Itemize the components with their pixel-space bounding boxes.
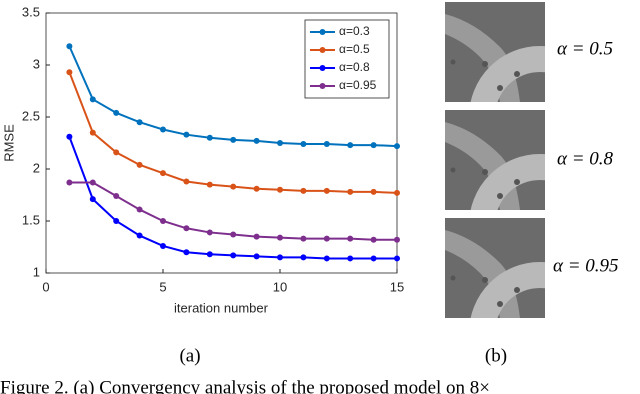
data-point bbox=[136, 206, 143, 213]
data-point bbox=[160, 170, 166, 177]
data-point bbox=[206, 229, 213, 236]
axes-box bbox=[45, 12, 398, 274]
panel-label: (b) bbox=[485, 345, 507, 366]
data-point bbox=[113, 149, 120, 156]
data-point bbox=[277, 140, 283, 146]
data-point bbox=[277, 186, 283, 193]
y-axis-label: RMSE bbox=[1, 124, 16, 162]
data-point bbox=[206, 251, 213, 258]
legend-label: α=0.8 bbox=[339, 60, 370, 74]
data-point bbox=[89, 129, 96, 136]
y-tick-label: 2.5 bbox=[22, 108, 40, 123]
data-point bbox=[300, 254, 307, 261]
data-point bbox=[253, 137, 260, 144]
x-tick-label: 15 bbox=[390, 279, 404, 294]
data-point bbox=[347, 255, 354, 262]
data-point bbox=[370, 188, 377, 195]
legend-marker bbox=[319, 65, 326, 71]
legend-label: α=0.95 bbox=[339, 78, 377, 92]
data-point bbox=[347, 188, 354, 195]
image-label: α = 0.8 bbox=[557, 148, 614, 169]
data-point bbox=[183, 131, 190, 138]
x-axis-label: iteration number bbox=[174, 300, 269, 315]
legend-label: α=0.5 bbox=[339, 42, 370, 56]
data-point bbox=[89, 179, 96, 186]
legend-label: α=0.3 bbox=[339, 24, 370, 38]
y-tick-label: 1.5 bbox=[22, 212, 40, 227]
data-point bbox=[230, 252, 237, 259]
data-point bbox=[370, 236, 377, 243]
data-point bbox=[89, 196, 96, 203]
data-point bbox=[206, 181, 213, 188]
data-point bbox=[323, 255, 330, 262]
data-point bbox=[230, 183, 237, 190]
data-point bbox=[394, 189, 400, 196]
data-point bbox=[136, 161, 143, 168]
caption: Figure 2. (a) Convergency analysis of th… bbox=[0, 377, 490, 394]
image-label: α = 0.95 bbox=[553, 255, 619, 276]
data-point bbox=[183, 249, 190, 256]
data-point bbox=[206, 134, 213, 141]
data-point bbox=[113, 109, 120, 116]
data-point bbox=[370, 255, 377, 262]
data-point bbox=[89, 96, 96, 103]
legend-marker bbox=[319, 47, 326, 53]
data-point bbox=[230, 136, 237, 143]
data-point bbox=[370, 142, 377, 149]
data-point bbox=[66, 43, 73, 50]
data-point bbox=[394, 143, 400, 150]
x-tick-label: 0 bbox=[42, 279, 49, 294]
data-point bbox=[347, 142, 354, 149]
y-tick-label: 1 bbox=[33, 264, 40, 279]
data-point bbox=[66, 179, 73, 186]
data-point bbox=[253, 233, 260, 240]
data-point bbox=[113, 193, 120, 200]
data-point bbox=[183, 178, 190, 185]
image-label: α = 0.5 bbox=[557, 38, 613, 59]
data-point bbox=[277, 234, 283, 241]
legend-marker bbox=[319, 29, 326, 35]
data-point bbox=[394, 255, 400, 262]
x-tick-label: 10 bbox=[273, 279, 287, 294]
data-point bbox=[253, 253, 260, 260]
data-point bbox=[183, 225, 190, 232]
data-point bbox=[160, 218, 166, 224]
data-point bbox=[300, 141, 307, 148]
data-point bbox=[136, 119, 143, 126]
data-point bbox=[394, 236, 400, 243]
data-point bbox=[323, 141, 330, 148]
legend-marker bbox=[319, 83, 326, 89]
y-tick-label: 2 bbox=[33, 160, 40, 175]
image-patch bbox=[445, 218, 598, 391]
data-point bbox=[230, 231, 237, 238]
panel-label: (a) bbox=[179, 345, 200, 366]
data-point bbox=[277, 254, 283, 261]
data-point bbox=[160, 126, 166, 133]
y-tick-label: 3 bbox=[33, 56, 40, 71]
data-point bbox=[66, 69, 73, 76]
data-point bbox=[253, 185, 260, 192]
data-point bbox=[160, 242, 166, 249]
data-point bbox=[323, 187, 330, 194]
data-point bbox=[323, 235, 330, 242]
data-point bbox=[66, 133, 73, 140]
x-tick-label: 5 bbox=[159, 279, 166, 294]
data-point bbox=[136, 232, 143, 239]
data-point bbox=[300, 235, 307, 242]
data-point bbox=[300, 187, 307, 194]
data-point bbox=[113, 218, 120, 224]
data-point bbox=[347, 235, 354, 242]
y-tick-label: 3.5 bbox=[22, 4, 40, 19]
